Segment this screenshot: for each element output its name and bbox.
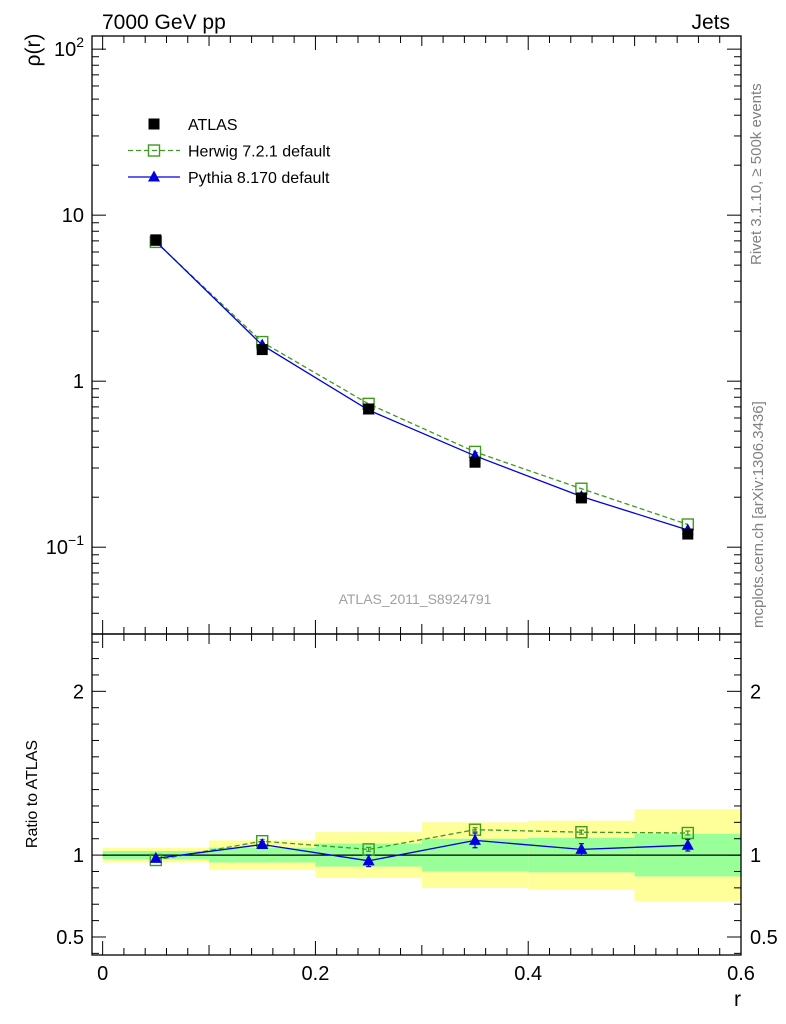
main-y-tick-base: 10 — [46, 537, 68, 559]
main-data-point — [469, 456, 481, 468]
legend-marker — [148, 118, 160, 130]
main-y-tick-exp: −1 — [68, 532, 84, 548]
ratio-y-tick-label-right: 1 — [750, 845, 761, 867]
ratio-data-point — [681, 838, 694, 850]
main-data-point — [256, 344, 268, 356]
legend-label: Herwig 7.2.1 default — [188, 144, 331, 161]
main-data-point — [150, 234, 162, 246]
ratio-uncertainty-bands — [102, 809, 741, 901]
ratio-data-point — [149, 851, 162, 863]
ratio-y-tick-label-left: 2 — [73, 681, 84, 703]
legend-marker — [147, 144, 161, 157]
rivet-label: Rivet 3.1.10, ≥ 500k events — [748, 83, 765, 265]
main-data-point — [363, 403, 375, 415]
ratio-axis-ticks — [92, 634, 742, 955]
main-y-tick-exp: 2 — [76, 34, 84, 50]
main-y-tick-base: 1 — [73, 371, 84, 393]
main-y-tick-label: 10 — [62, 205, 84, 227]
ratio-x-tick-label: 0.6 — [727, 963, 755, 985]
ratio-series-line — [155, 829, 688, 861]
ratio-y-tick-label-left: 0.5 — [56, 927, 84, 949]
ratio-data-point — [575, 842, 588, 854]
main-ylabel: ρ(r) — [22, 34, 45, 67]
legend: ATLAS Herwig 7.2.1 default Pythia 8.170 de… — [128, 117, 331, 187]
main-axis-ticks — [92, 36, 742, 635]
ratio-plot-panel: Ratio to ATLAS r 0.5 0.5 1 1 2 2 0 0.2 0.4 0.6 — [24, 633, 778, 1011]
main-series-line — [155, 240, 688, 531]
ratio-x-tick-label: 0.4 — [514, 963, 542, 985]
legend-label: ATLAS — [188, 117, 238, 134]
ratio-xlabel: r — [734, 988, 741, 1011]
ratio-series-layer — [149, 823, 695, 868]
main-y-tick-label: 102 — [54, 34, 84, 61]
main-y-tick-label: 10−1 — [46, 532, 84, 559]
ratio-x-tick-label: 0 — [97, 963, 108, 985]
main-y-tick-base: 10 — [54, 39, 76, 61]
ratio-data-point — [256, 837, 269, 849]
header-right-label: Jets — [691, 11, 730, 34]
ratio-data-point — [362, 854, 375, 866]
main-data-point — [575, 492, 587, 504]
ratio-y-tick-label-right: 2 — [750, 681, 761, 703]
ratio-data-point — [469, 833, 482, 845]
watermark: ATLAS_2011_S8924791 — [339, 591, 492, 607]
legend-marker — [148, 170, 160, 182]
ratio-ylabel: Ratio to ATLAS — [24, 740, 41, 848]
main-data-point — [682, 528, 694, 540]
ratio-plot-frame — [91, 633, 742, 956]
ratio-data-point — [681, 826, 695, 840]
ratio-x-tick-label: 0.2 — [302, 963, 330, 985]
main-y-tick-label: 1 — [73, 371, 84, 393]
ratio-data-point — [575, 825, 588, 839]
header-left-label: 7000 GeV pp — [102, 11, 226, 34]
ratio-y-tick-label-right: 0.5 — [750, 927, 778, 949]
main-series-line — [155, 241, 689, 526]
ratio-series-line — [155, 839, 688, 862]
ratio-y-tick-labels: 0.5 0.5 1 1 2 2 — [56, 681, 778, 949]
main-series-layer — [149, 234, 695, 540]
main-y-tick-base: 10 — [62, 205, 84, 227]
ratio-y-tick-label-left: 1 — [73, 845, 84, 867]
mcplots-label: mcplots.cern.ch [arXiv:1306.3436] — [750, 401, 767, 628]
legend-label: Pythia 8.170 default — [188, 170, 330, 187]
ratio-x-tick-labels: 0 0.2 0.4 0.6 — [97, 963, 755, 985]
